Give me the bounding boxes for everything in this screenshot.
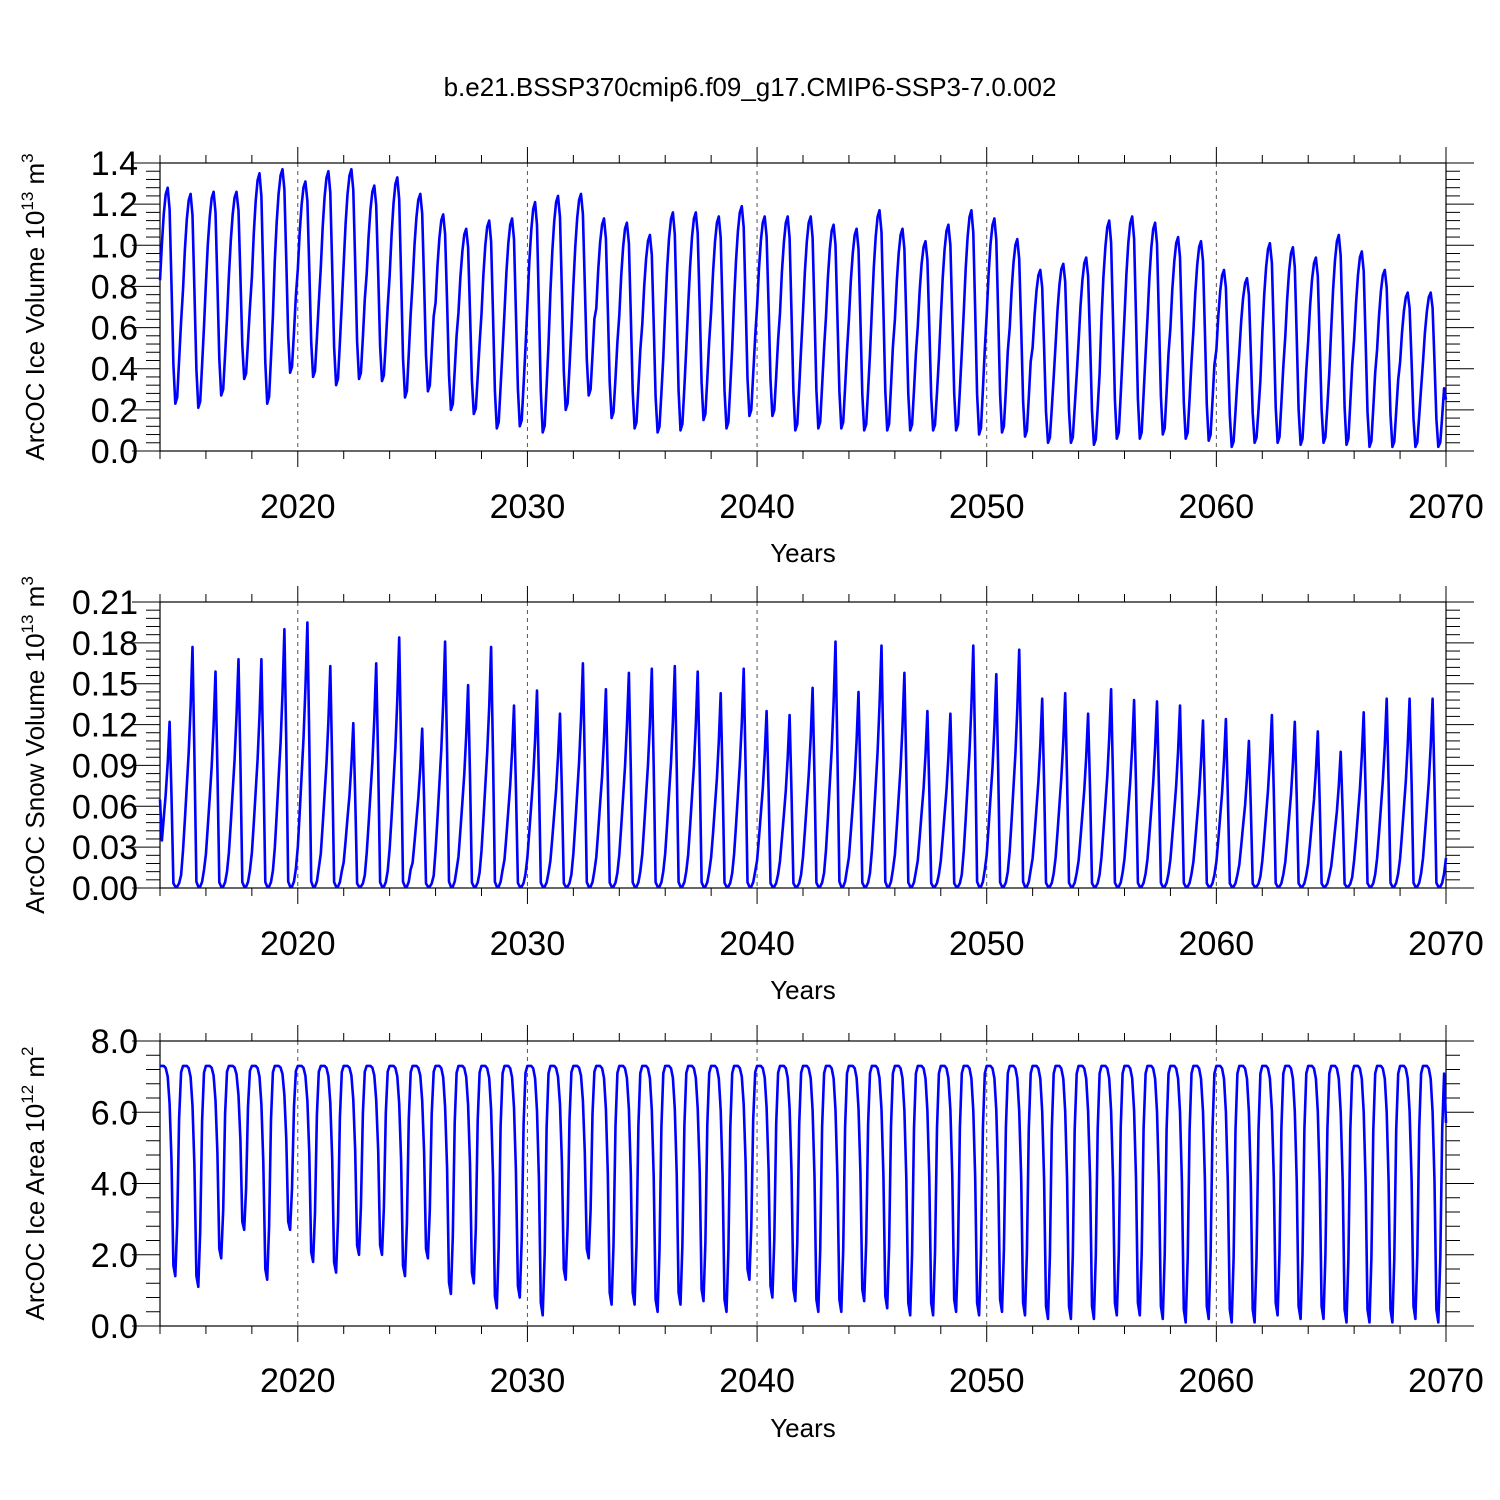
y-tick-label: 1.2 (91, 186, 138, 224)
y-tick-label: 8.0 (91, 1023, 138, 1061)
y-tick-label: 0.03 (72, 829, 138, 867)
x-tick-label: 2050 (949, 488, 1025, 526)
x-tick-label: 2070 (1408, 488, 1484, 526)
x-tick-label: 2040 (719, 925, 795, 963)
y-tick-label: 0.00 (72, 870, 138, 908)
x-tick-label: 2070 (1408, 1362, 1484, 1400)
x-tick-label: 2030 (490, 1362, 566, 1400)
y-tick-label: 0.6 (91, 310, 138, 348)
y-tick-label: 0.15 (72, 666, 138, 704)
y-tick-label: 0.18 (72, 625, 138, 663)
x-tick-label: 2060 (1179, 925, 1255, 963)
x-tick-label: 2060 (1179, 488, 1255, 526)
y-axis-title: ArcOC Snow Volume 1013 m3 (18, 576, 50, 914)
x-tick-label: 2020 (260, 1362, 336, 1400)
y-tick-label: 1.0 (91, 227, 138, 265)
series-line-ice-volume (158, 167, 1448, 449)
x-tick-label: 2030 (490, 925, 566, 963)
series-line-snow-volume (158, 621, 1448, 888)
y-tick-label: 0.21 (72, 584, 138, 622)
figure-title: b.e21.BSSP370cmip6.f09_g17.CMIP6-SSP3-7.… (444, 72, 1057, 102)
x-axis-title: Years (770, 538, 836, 568)
panel-ice-volume: 2020 2030 2040 2050 2060 20700.00.20.40.60.81… (18, 145, 1484, 568)
y-tick-label: 0.0 (91, 1308, 138, 1346)
y-axis-title: ArcOC Ice Area 1012 m2 (18, 1046, 50, 1320)
y-tick-label: 6.0 (91, 1094, 138, 1132)
y-tick-label: 2.0 (91, 1237, 138, 1275)
chart-panels: 2020 2030 2040 2050 2060 20700.00.20.40.60.81… (18, 145, 1484, 1443)
y-tick-label: 0.0 (91, 433, 138, 471)
x-tick-label: 2040 (719, 1362, 795, 1400)
y-tick-label: 0.4 (91, 351, 138, 389)
x-tick-label: 2040 (719, 488, 795, 526)
y-axis-title: ArcOC Ice Volume 1013 m3 (18, 153, 50, 460)
x-axis-title: Years (770, 975, 836, 1005)
x-tick-label: 2070 (1408, 925, 1484, 963)
x-axis-title: Years (770, 1413, 836, 1443)
x-tick-label: 2020 (260, 488, 336, 526)
y-tick-label: 0.09 (72, 747, 138, 785)
y-tick-label: 0.8 (91, 268, 138, 306)
x-tick-label: 2060 (1179, 1362, 1255, 1400)
x-tick-label: 2050 (949, 925, 1025, 963)
y-tick-label: 4.0 (91, 1166, 138, 1204)
x-tick-label: 2050 (949, 1362, 1025, 1400)
y-tick-label: 1.4 (91, 145, 138, 183)
x-tick-label: 2030 (490, 488, 566, 526)
series-line-ice-area (160, 1064, 1448, 1324)
y-tick-label: 0.06 (72, 788, 138, 826)
y-tick-label: 0.12 (72, 707, 138, 745)
panel-ice-area: 2020 2030 2040 2050 2060 2070 0.0 2.0 4.0 6.0 8.0 Y… (18, 1023, 1484, 1443)
y-tick-label: 0.2 (91, 392, 138, 430)
x-tick-label: 2020 (260, 925, 336, 963)
panel-snow-volume: 2020 2030 2040 2050 2060 2070 0.000.030.060.09… (18, 576, 1484, 1005)
